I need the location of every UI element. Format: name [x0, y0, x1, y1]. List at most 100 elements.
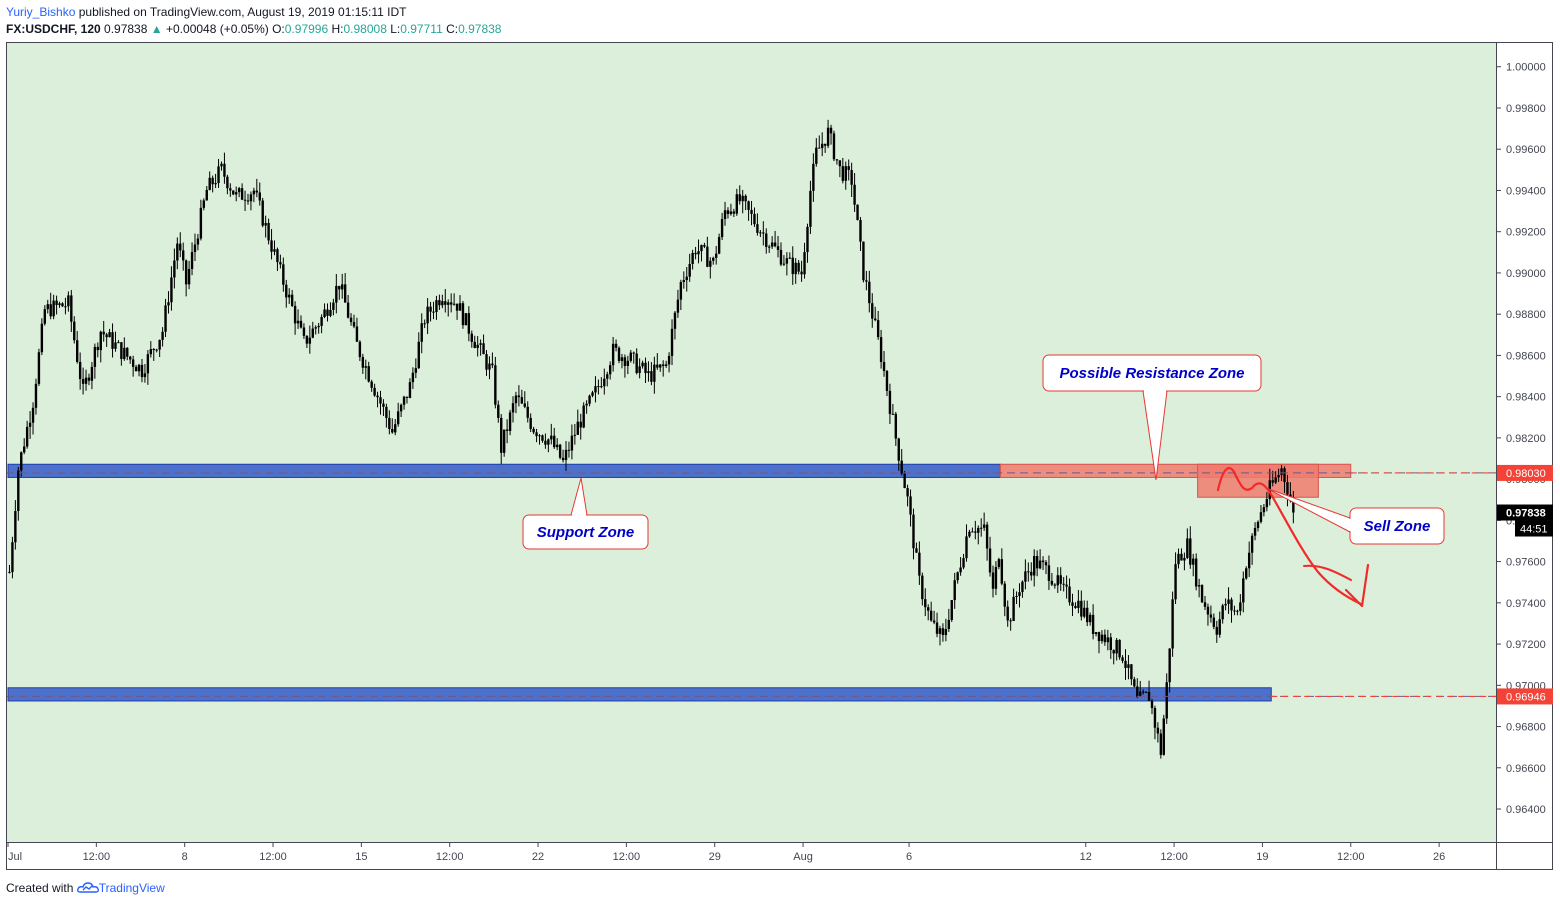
candle-body	[703, 244, 706, 247]
plot-background[interactable]	[6, 42, 1496, 842]
candle-body	[912, 514, 915, 549]
candle-body	[782, 263, 786, 265]
candle-body	[747, 201, 750, 210]
candle-body	[767, 246, 771, 248]
candle-body	[302, 327, 306, 336]
candle-body	[1197, 585, 1201, 587]
candle-body	[11, 542, 14, 573]
candle-body	[691, 252, 694, 264]
candle-body	[61, 303, 64, 307]
candle-body	[1109, 637, 1112, 651]
candle-body	[1059, 575, 1062, 584]
candle-body	[426, 306, 429, 324]
time-tick-label: 8	[182, 851, 188, 863]
candle-body	[220, 163, 223, 167]
candle-body	[1080, 600, 1083, 617]
candle-body	[211, 177, 214, 185]
candle-body	[529, 417, 532, 429]
candle-body	[841, 166, 845, 181]
candle-body	[352, 322, 356, 327]
candle-body	[376, 395, 379, 398]
candle-body	[874, 318, 877, 321]
candle-body	[1021, 581, 1024, 593]
candle-body	[1009, 620, 1012, 622]
candle-body	[70, 295, 73, 322]
candle-body	[823, 143, 827, 146]
candle-body	[332, 302, 335, 310]
candle-body	[417, 341, 420, 369]
candle-body	[43, 309, 47, 324]
candle-body	[924, 599, 927, 608]
candle-body	[500, 417, 503, 453]
candle-body	[237, 188, 241, 193]
candle-body	[152, 349, 155, 351]
symbol-name[interactable]: FX:USDCHF, 120	[6, 22, 101, 36]
candle-body	[1062, 583, 1065, 585]
candle-body	[661, 364, 665, 366]
candle-body	[202, 200, 206, 208]
candle-body	[270, 240, 273, 252]
candle-body	[623, 357, 627, 366]
tradingview-link[interactable]: TradingView	[98, 881, 165, 895]
candle-body	[508, 412, 512, 432]
candle-body	[146, 354, 150, 374]
candle-body	[697, 251, 700, 255]
time-tick-label: 12:00	[259, 851, 287, 863]
candle-body	[541, 435, 544, 441]
price-axis[interactable]: 1.00000 0.99800 0.99600 0.99400 0.99200 0.990…	[1496, 62, 1553, 816]
candle-body	[644, 362, 647, 374]
time-tick-label: 12:00	[613, 851, 641, 863]
candle-body	[429, 306, 432, 312]
candle-body	[535, 432, 538, 437]
time-tick-label: Aug	[793, 851, 813, 863]
author-link[interactable]: Yuriy_Bishko	[6, 5, 76, 19]
candle-body	[199, 207, 203, 239]
candle-body	[1262, 507, 1266, 513]
candle-body	[650, 371, 653, 382]
candle-body	[405, 396, 409, 398]
open-label: O:	[272, 22, 285, 36]
support-zone-callout: Support Zone	[522, 477, 649, 550]
candle-body	[765, 233, 768, 248]
candle-body	[385, 406, 388, 418]
candle-body	[158, 339, 161, 350]
candle-body	[832, 133, 836, 160]
candle-body	[311, 328, 314, 338]
candle-body	[408, 382, 412, 398]
price-tick-label: 0.99400	[1506, 185, 1546, 197]
candle-body	[420, 323, 423, 342]
candle-body	[28, 422, 32, 427]
candle-body	[759, 232, 762, 234]
candle-body	[1212, 617, 1216, 627]
candle-body	[1050, 580, 1054, 585]
created-with-text: Created with	[6, 881, 74, 895]
candle-body	[897, 438, 900, 461]
candle-body	[1086, 607, 1089, 623]
candle-body	[947, 619, 951, 630]
time-tick-label: 12:00	[436, 851, 464, 863]
candle-body	[729, 211, 733, 214]
candle-body	[555, 444, 559, 448]
time-axis[interactable]: Jul 12:00 8 12:00 15 12:00 22 12:00 29 Aug 6 12 12:0…	[7, 842, 1445, 863]
candle-body	[99, 331, 102, 351]
candle-body	[591, 392, 594, 396]
price-chart[interactable]: Support Zone Possible Resistance Zone Sell…	[6, 42, 1553, 870]
candle-body	[753, 213, 756, 225]
candle-body	[826, 127, 830, 146]
candle-body	[182, 250, 185, 261]
candle-body	[588, 395, 591, 404]
candle-body	[279, 262, 282, 265]
callout-label: Support Zone	[537, 524, 635, 541]
candle-body	[706, 246, 709, 267]
publish-info: Yuriy_Bishko published on TradingView.co…	[6, 5, 407, 19]
candle-body	[700, 244, 703, 252]
chart-frame[interactable]: Support Zone Possible Resistance Zone Sell…	[6, 42, 1553, 870]
candle-body	[1189, 538, 1192, 565]
candle-body	[1074, 605, 1077, 608]
candle-body	[87, 377, 91, 381]
current-price-label: 0.97838	[1506, 508, 1546, 520]
candle-body	[1012, 596, 1015, 621]
candle-body	[479, 343, 482, 345]
candle-body	[1162, 718, 1165, 755]
candle-body	[34, 383, 38, 408]
